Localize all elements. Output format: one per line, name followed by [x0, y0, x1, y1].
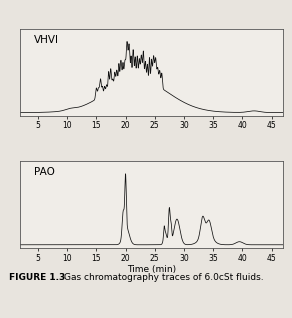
Text: Gas chromatography traces of 6.0cSt fluids.: Gas chromatography traces of 6.0cSt flui…	[64, 273, 264, 282]
Text: PAO: PAO	[34, 167, 54, 177]
Text: VHVI: VHVI	[34, 35, 59, 45]
X-axis label: Time (min): Time (min)	[127, 266, 176, 274]
Text: FIGURE 1.3: FIGURE 1.3	[9, 273, 65, 282]
